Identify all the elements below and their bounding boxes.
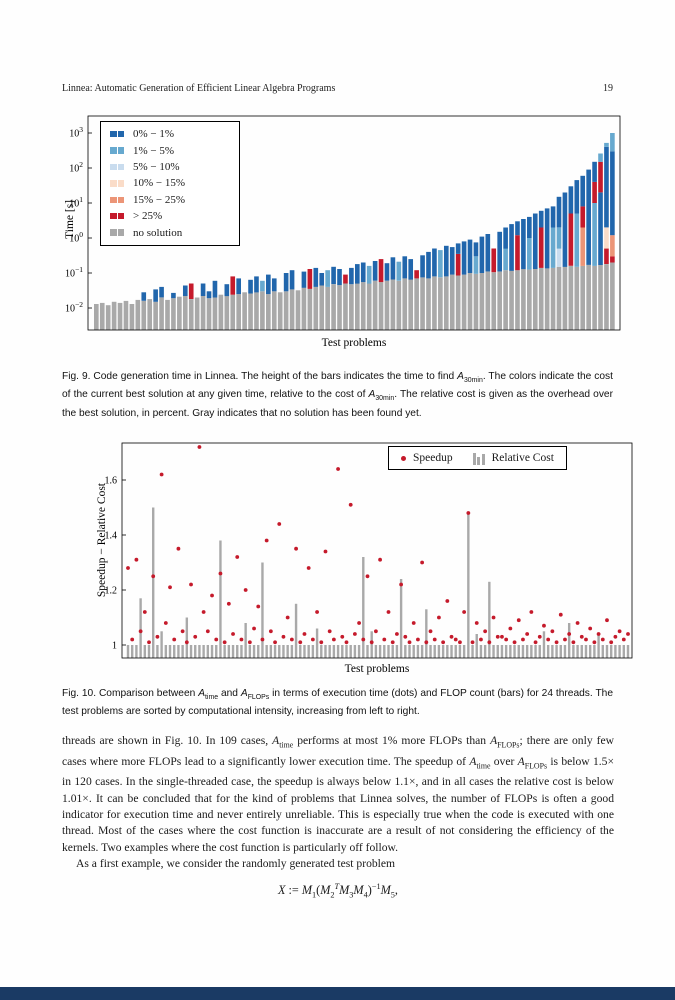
legend-label: 5% − 10%	[133, 160, 180, 173]
legend-item: no solution	[110, 224, 231, 240]
legend-label: 1% − 5%	[133, 144, 175, 157]
legend-item: > 25%	[110, 208, 231, 224]
legend-label: Speedup	[413, 452, 453, 464]
legend-swatch-no-solution	[110, 229, 124, 236]
legend-item: 15% − 25%	[110, 192, 231, 208]
running-header-title: Linnea: Automatic Generation of Efficien…	[62, 83, 336, 94]
relative-cost-bars-marker	[472, 452, 485, 465]
legend-label: > 25%	[133, 210, 163, 223]
legend-label: Relative Cost	[491, 452, 554, 464]
legend-item: 10% − 15%	[110, 175, 231, 191]
footer-bar	[0, 987, 675, 1000]
svg-text:10−1: 10−1	[65, 265, 83, 280]
math-formula: X := M1(M2TM3M4)−1M5,	[278, 882, 398, 900]
fig10-chart: 1 1.2 1.4 1.6	[105, 442, 633, 659]
legend-item: Speedup	[401, 452, 453, 464]
svg-text:1.4: 1.4	[105, 531, 118, 542]
legend-swatch-1-5	[110, 147, 124, 154]
legend-item: Relative Cost	[472, 452, 554, 465]
fig10-x-axis-label: Test problems	[344, 663, 410, 675]
legend-label: 0% − 1%	[133, 128, 175, 141]
running-header: Linnea: Automatic Generation of Efficien…	[62, 83, 613, 94]
fig9-caption: Fig. 9. Code generation time in Linnea. …	[62, 371, 613, 419]
body-paragraph: As a first example, we consider the rand…	[76, 857, 396, 871]
svg-text:1: 1	[112, 641, 117, 652]
svg-text:10−2: 10−2	[65, 300, 83, 315]
legend-swatch-15-25	[110, 196, 124, 203]
legend-swatch-10-15	[110, 180, 124, 187]
legend-label: 10% − 15%	[133, 177, 186, 190]
speedup-dot-marker	[401, 455, 406, 461]
legend-swatch-0-1	[110, 130, 124, 138]
fig9-legend: 0% − 1% 1% − 5% 5% − 10% 10% − 15% 15% −…	[100, 121, 240, 246]
legend-label: no solution	[133, 226, 183, 239]
legend-item: 0% − 1%	[110, 126, 231, 142]
legend-item: 1% − 5%	[110, 142, 231, 158]
body-text: threads are shown in Fig. 10. In 109 cas…	[62, 733, 614, 904]
fig10-legend: Speedup Relative Cost	[388, 446, 567, 470]
page-number: 19	[603, 83, 613, 94]
fig10-caption: Fig. 10. Comparison between Atime and AF…	[62, 688, 614, 718]
legend-swatch-5-10	[110, 163, 124, 171]
svg-text:1.6: 1.6	[105, 476, 118, 487]
body-paragraph: threads are shown in Fig. 10. In 109 cas…	[62, 734, 615, 854]
svg-text:103: 103	[69, 125, 83, 140]
legend-item: 5% − 10%	[110, 159, 231, 175]
svg-text:100: 100	[69, 230, 83, 245]
legend-swatch-gt25	[110, 212, 124, 220]
svg-text:102: 102	[69, 160, 83, 175]
legend-label: 15% − 25%	[133, 193, 186, 206]
fig9-x-axis-label: Test problems	[321, 337, 387, 349]
svg-text:1.2: 1.2	[105, 586, 118, 597]
svg-text:101: 101	[69, 195, 83, 210]
fig9-chart: 10−2 10−1 100 101 102 103	[65, 115, 621, 331]
